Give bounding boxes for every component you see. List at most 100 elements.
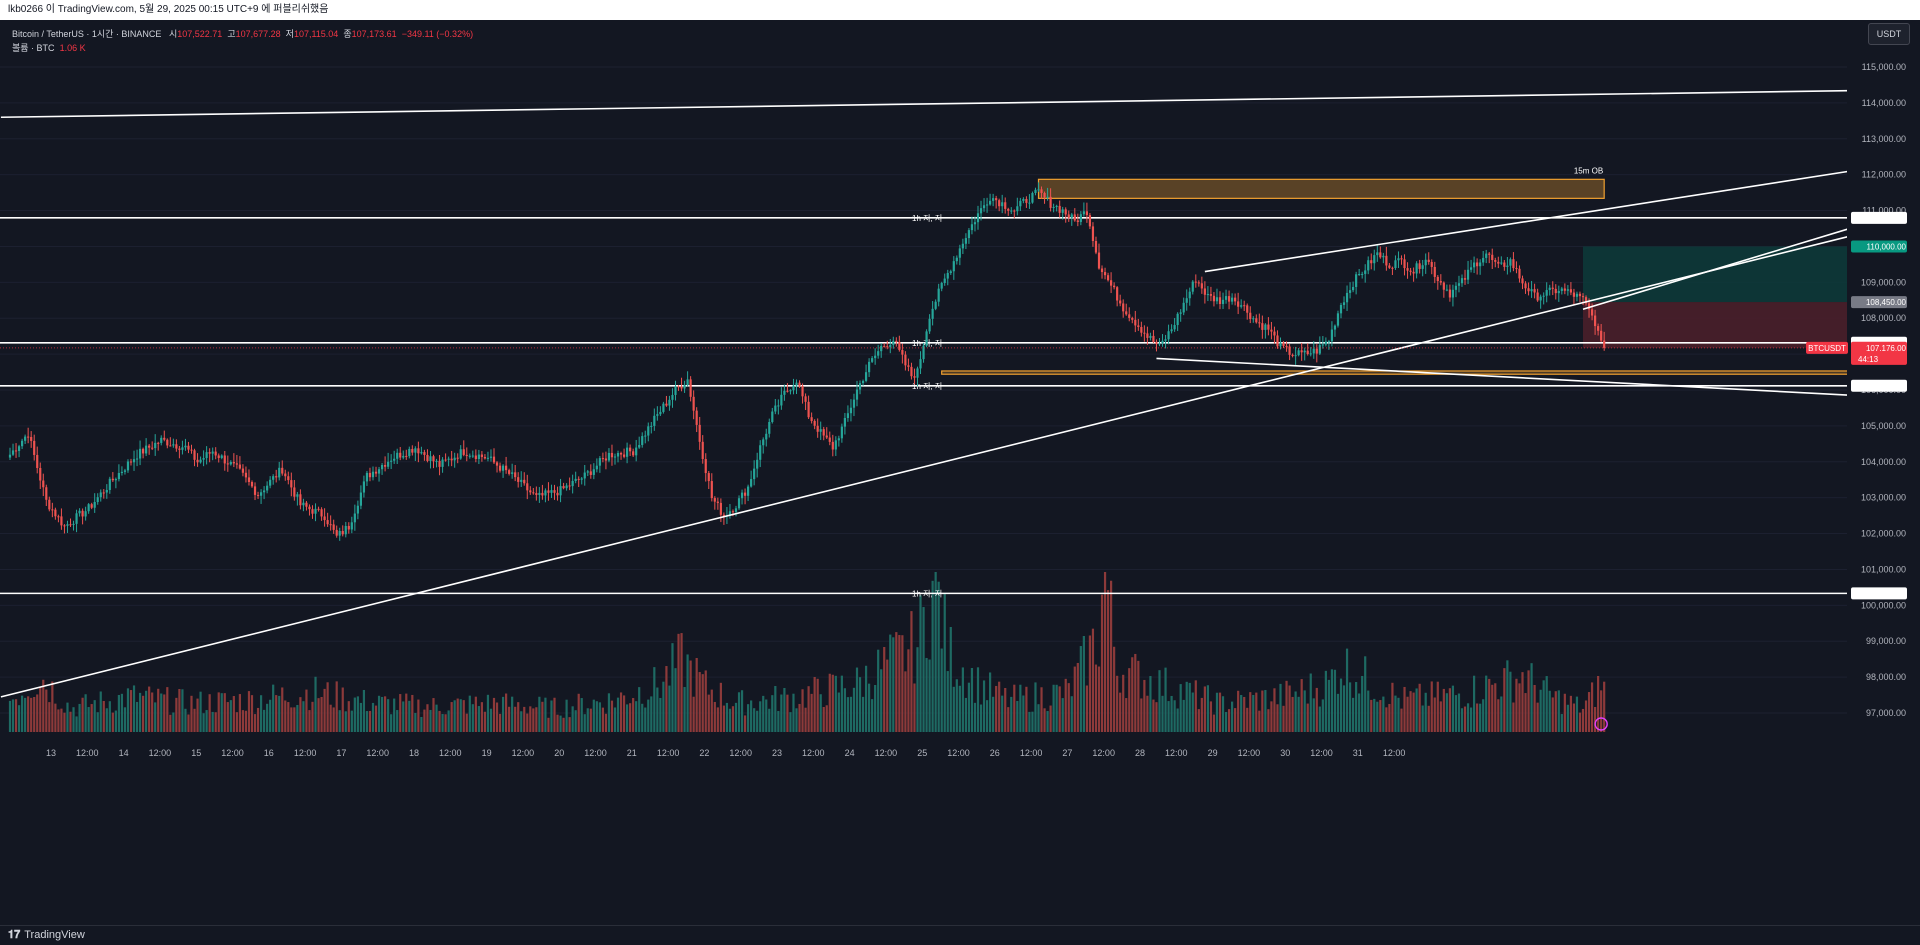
candle-body[interactable] <box>1412 271 1415 274</box>
candle-body[interactable] <box>244 472 248 478</box>
candle-body[interactable] <box>323 516 326 521</box>
candle-body[interactable] <box>105 489 108 493</box>
candle-body[interactable] <box>1082 211 1085 215</box>
candle-body[interactable] <box>1603 340 1606 348</box>
candle-body[interactable] <box>886 346 889 348</box>
candle-body[interactable] <box>1088 215 1092 227</box>
candle-body[interactable] <box>674 386 677 395</box>
candle-body[interactable] <box>1448 289 1451 298</box>
candle-body[interactable] <box>93 502 96 508</box>
candle-body[interactable] <box>1234 297 1237 302</box>
candle-body[interactable] <box>1267 324 1270 330</box>
candle-body[interactable] <box>1119 300 1122 304</box>
candle-body[interactable] <box>1209 294 1213 296</box>
candle-body[interactable] <box>592 469 595 475</box>
candle-body[interactable] <box>707 473 710 482</box>
candle-body[interactable] <box>1197 282 1200 284</box>
candle-body[interactable] <box>1494 260 1497 262</box>
candle-body[interactable] <box>683 385 686 389</box>
candle-body[interactable] <box>459 449 462 459</box>
candle-body[interactable] <box>855 389 859 400</box>
footer-brand[interactable]: TradingView <box>24 929 85 941</box>
candle-body[interactable] <box>1409 270 1412 272</box>
candle-body[interactable] <box>958 248 961 258</box>
candle-body[interactable] <box>1388 265 1391 268</box>
candle-body[interactable] <box>1016 206 1019 212</box>
candle-body[interactable] <box>17 446 21 452</box>
candle-body[interactable] <box>1542 295 1545 297</box>
candle-body[interactable] <box>1176 313 1179 326</box>
candle-body[interactable] <box>72 523 75 525</box>
candle-body[interactable] <box>393 458 396 461</box>
candle-body[interactable] <box>1530 289 1533 292</box>
candle-body[interactable] <box>816 425 819 432</box>
candle-body[interactable] <box>42 480 45 488</box>
candle-body[interactable] <box>1433 266 1436 277</box>
candle-body[interactable] <box>1034 189 1037 194</box>
candle-body[interactable] <box>710 481 713 499</box>
candle-body[interactable] <box>1221 299 1225 304</box>
candle-body[interactable] <box>837 438 840 441</box>
candle-body[interactable] <box>220 455 223 458</box>
candle-body[interactable] <box>998 200 1001 207</box>
candle-body[interactable] <box>511 472 514 474</box>
candle-body[interactable] <box>24 436 27 441</box>
candle-body[interactable] <box>1385 255 1388 266</box>
candle-body[interactable] <box>1342 302 1346 305</box>
candle-body[interactable] <box>456 457 459 459</box>
candle-body[interactable] <box>1315 348 1318 354</box>
candle-body[interactable] <box>861 380 865 384</box>
candle-body[interactable] <box>1572 292 1576 297</box>
candle-body[interactable] <box>423 452 426 455</box>
candle-body[interactable] <box>384 465 387 467</box>
candle-body[interactable] <box>129 461 133 463</box>
candle-body[interactable] <box>305 502 308 507</box>
candle-body[interactable] <box>1590 309 1594 316</box>
candle-body[interactable] <box>819 429 822 432</box>
candle-body[interactable] <box>868 361 871 373</box>
candle-body[interactable] <box>1548 287 1551 291</box>
candle-body[interactable] <box>616 452 620 457</box>
candle-body[interactable] <box>731 511 735 513</box>
candle-body[interactable] <box>1473 262 1476 268</box>
candle-body[interactable] <box>184 445 187 448</box>
candle-body[interactable] <box>474 455 477 459</box>
candle-body[interactable] <box>874 355 877 359</box>
candle-body[interactable] <box>1125 311 1128 315</box>
candle-body[interactable] <box>949 271 952 273</box>
candle-body[interactable] <box>1509 259 1512 266</box>
candle-body[interactable] <box>810 417 813 421</box>
tradingview-logo-icon[interactable]: 𝟏𝟕 <box>8 929 21 941</box>
candle-body[interactable] <box>1551 287 1554 289</box>
candle-body[interactable] <box>1421 265 1424 269</box>
candle-body[interactable] <box>444 459 447 461</box>
candle-body[interactable] <box>1336 313 1340 326</box>
candle-body[interactable] <box>1152 335 1155 342</box>
candle-body[interactable] <box>1479 262 1482 267</box>
candle-body[interactable] <box>995 198 998 201</box>
candle-body[interactable] <box>610 452 614 458</box>
candle-body[interactable] <box>123 470 127 472</box>
candle-body[interactable] <box>1137 325 1140 328</box>
candle-body[interactable] <box>985 204 989 206</box>
candle-body[interactable] <box>287 476 290 481</box>
candle-body[interactable] <box>1306 350 1309 355</box>
candle-body[interactable] <box>111 478 114 481</box>
candle-body[interactable] <box>547 490 550 493</box>
candle-body[interactable] <box>471 455 474 457</box>
candle-body[interactable] <box>335 529 338 536</box>
candle-body[interactable] <box>380 465 384 470</box>
candle-body[interactable] <box>1179 312 1182 314</box>
candle-body[interactable] <box>465 454 468 456</box>
candle-body[interactable] <box>1457 283 1461 286</box>
candle-body[interactable] <box>359 492 362 506</box>
chart-area[interactable]: 15m OB 1h 지, 저 1h 지, 저 1h 지, 저 1h 지, 저 115,00… <box>0 20 1920 925</box>
candle-body[interactable] <box>96 497 99 503</box>
candle-body[interactable] <box>1303 350 1306 353</box>
candle-body[interactable] <box>1164 339 1167 341</box>
candle-body[interactable] <box>1097 252 1101 269</box>
candle-body[interactable] <box>495 462 499 466</box>
candle-body[interactable] <box>1110 280 1113 286</box>
candle-body[interactable] <box>1128 314 1131 318</box>
candle-body[interactable] <box>1276 335 1279 347</box>
